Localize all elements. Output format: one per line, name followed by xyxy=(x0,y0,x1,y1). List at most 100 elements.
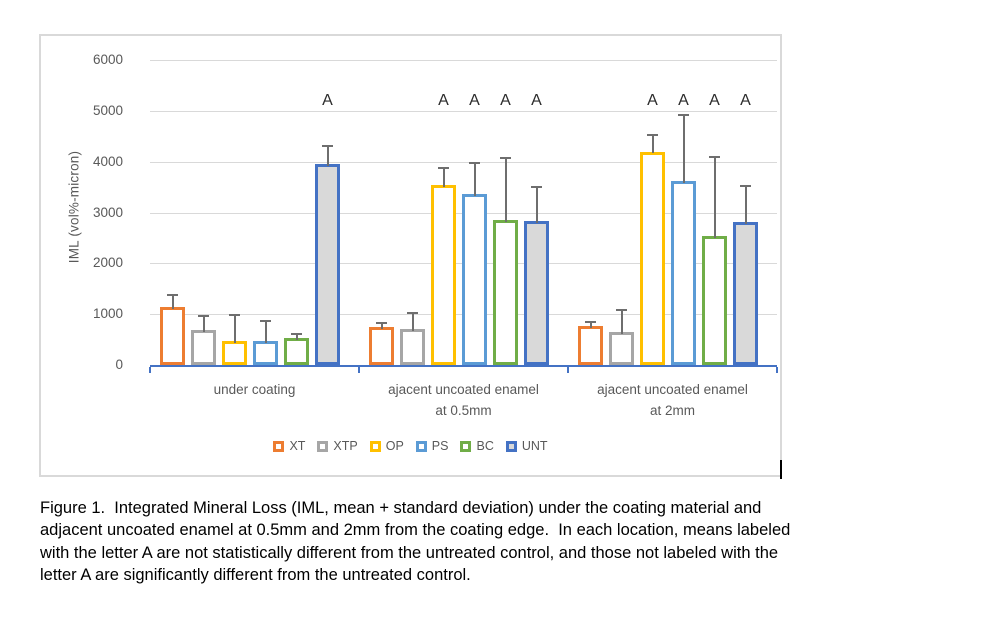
y-tick-label: 1000 xyxy=(92,306,123,322)
legend-item-op: OP xyxy=(369,439,404,453)
error-bar-stem xyxy=(295,333,298,340)
error-bar-stem xyxy=(442,167,445,187)
x-axis-tick xyxy=(358,367,360,373)
error-bar-cap xyxy=(198,315,209,318)
bar-xt xyxy=(369,327,394,365)
bar-xtp xyxy=(400,328,425,365)
significance-letter: A xyxy=(531,92,542,109)
error-bar-stem xyxy=(504,156,507,222)
significance-letter: A xyxy=(322,92,333,109)
legend-swatch-icon xyxy=(317,440,329,452)
legend-swatch-icon xyxy=(369,440,381,452)
legend-item-ps: PS xyxy=(415,439,449,453)
error-bar-cap xyxy=(469,162,480,165)
error-bar-stem xyxy=(202,315,205,333)
x-axis-tick xyxy=(776,367,778,373)
gridline xyxy=(150,161,777,163)
error-bar-stem xyxy=(535,185,538,223)
significance-letter: A xyxy=(709,92,720,109)
significance-letter: A xyxy=(438,92,449,109)
bar-op xyxy=(222,341,247,365)
caption-line: with the letter A are not statistically … xyxy=(40,543,779,562)
caption-line: Figure 1. Integrated Mineral Loss (IML, … xyxy=(40,499,762,517)
category-label: ajacent uncoated enamel at 2mm xyxy=(597,382,748,418)
caption-line: adjacent uncoated enamel at 0.5mm and 2m… xyxy=(40,521,791,540)
legend-item-xtp: XTP xyxy=(317,439,358,453)
bar-ps xyxy=(462,193,487,365)
legend-item-xt: XT xyxy=(273,439,305,453)
legend-label: OP xyxy=(385,439,404,453)
error-bar-stem xyxy=(171,293,174,310)
y-tick-label: 5000 xyxy=(92,102,123,118)
legend-item-bc: BC xyxy=(460,439,494,453)
significance-letter: A xyxy=(678,92,689,109)
error-bar-cap xyxy=(647,134,658,137)
category-label: under coating xyxy=(213,382,296,397)
bar-ps xyxy=(253,340,278,365)
error-bar-cap xyxy=(585,321,596,324)
error-bar-cap xyxy=(322,144,333,147)
bar-unt xyxy=(315,164,340,365)
figure-caption: Figure 1. Integrated Mineral Loss (IML, … xyxy=(40,497,970,586)
gridline xyxy=(150,60,777,61)
category-label: ajacent uncoated enamel at 0.5mm xyxy=(388,382,539,418)
error-bar-cap xyxy=(531,185,542,188)
legend-swatch-icon xyxy=(273,440,285,452)
chart-legend: XT XTP OP PS BC UNT xyxy=(41,439,780,453)
bar-op xyxy=(431,184,456,365)
error-bar-stem xyxy=(589,321,592,328)
error-bar-cap xyxy=(740,185,751,188)
significance-letter: A xyxy=(647,92,658,109)
legend-item-unt: UNT xyxy=(505,439,548,453)
error-bar-cap xyxy=(709,155,720,158)
bar-bc xyxy=(493,219,518,365)
y-tick-label: 6000 xyxy=(92,52,123,67)
legend-label: XT xyxy=(289,439,306,453)
caption-line: letter A are significantly different fro… xyxy=(40,565,471,584)
legend-label: XTP xyxy=(333,439,358,453)
x-axis-tick xyxy=(567,367,569,373)
significance-letter: A xyxy=(740,92,751,109)
legend-swatch-icon xyxy=(505,440,517,452)
x-axis-line xyxy=(150,365,777,367)
y-tick-label: 4000 xyxy=(92,153,123,169)
bar-xt xyxy=(578,325,603,365)
error-bar-cap xyxy=(616,308,627,311)
bar-unt xyxy=(524,220,549,365)
error-bar-cap xyxy=(229,314,240,317)
legend-swatch-icon xyxy=(415,440,427,452)
legend-label: PS xyxy=(431,439,449,453)
bar-xtp xyxy=(191,330,216,365)
text-cursor xyxy=(780,460,782,479)
legend-label: UNT xyxy=(521,439,548,453)
legend-label: BC xyxy=(476,439,494,453)
error-bar-stem xyxy=(233,314,236,344)
error-bar-stem xyxy=(744,185,747,224)
legend-swatch-icon xyxy=(460,440,472,452)
error-bar-stem xyxy=(411,312,414,331)
error-bar-cap xyxy=(438,167,449,170)
error-bar-cap xyxy=(167,293,178,296)
gridline xyxy=(150,110,777,112)
error-bar-stem xyxy=(682,114,685,183)
y-tick-label: 2000 xyxy=(92,255,123,271)
error-bar-stem xyxy=(620,308,623,335)
error-bar-stem xyxy=(326,144,329,167)
error-bar-cap xyxy=(376,322,387,325)
bar-bc xyxy=(702,235,727,365)
chart-figure[interactable]: IML (vol%-micron) 0 1000 2000 3000 4000 5000 6… xyxy=(39,34,782,479)
error-bar-cap xyxy=(500,156,511,159)
bar-xtp xyxy=(609,332,634,365)
error-bar-cap xyxy=(407,312,418,315)
significance-letter: A xyxy=(500,92,511,109)
bar-bc xyxy=(284,337,309,365)
significance-letter: A xyxy=(469,92,480,109)
error-bar-cap xyxy=(291,333,302,336)
bar-xt xyxy=(160,307,185,365)
y-tick-label: 3000 xyxy=(92,204,123,220)
error-bar-stem xyxy=(651,134,654,154)
error-bar-stem xyxy=(713,155,716,238)
x-axis-tick xyxy=(149,367,151,373)
bar-ps xyxy=(671,180,696,365)
